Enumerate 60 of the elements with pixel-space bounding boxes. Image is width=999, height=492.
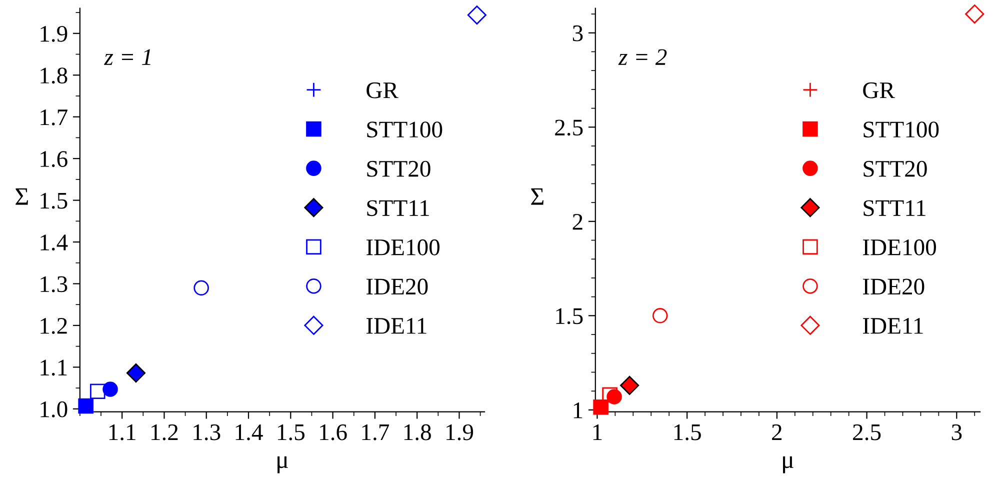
legend-label: STT100	[367, 122, 442, 138]
legend-label: IDE20	[366, 278, 428, 295]
y-tick-label: 2.5	[555, 120, 583, 136]
x-tick-label: 1	[593, 424, 602, 440]
y-tick-label: 1	[574, 402, 582, 418]
x-tick-label: 1.9	[446, 424, 474, 440]
y-tick-label: 1.5	[40, 192, 68, 209]
legend-label: STT20	[864, 160, 927, 177]
x-tick-label: 1.1	[109, 424, 136, 440]
x-tick-label: 1.3	[194, 424, 220, 440]
legend-label: STT20	[367, 160, 430, 177]
x-tick-label: 1.7	[362, 424, 390, 440]
y-tick-label: 1.1	[40, 360, 67, 376]
point	[102, 382, 118, 397]
legend-label: STT11	[864, 200, 926, 216]
legend-label: IDE100	[863, 239, 936, 256]
y-tick-label: 1.8	[40, 68, 68, 84]
legend-label: GR	[863, 82, 895, 98]
y-tick-label: 1.0	[40, 401, 68, 418]
point	[620, 376, 640, 395]
y-tick-label: 1.6	[40, 151, 68, 168]
point	[194, 280, 209, 296]
annotation: z = 2	[618, 49, 667, 65]
legend-label: IDE11	[366, 318, 426, 334]
legend-label: IDE100	[366, 239, 440, 256]
x-tick-label: 1.6	[320, 424, 347, 440]
legend-label: GR	[366, 82, 398, 98]
y-tick-label: 2	[572, 214, 582, 230]
y-axis-title: Σ	[16, 188, 28, 205]
legend-label: STT100	[864, 122, 939, 138]
y-tick-label: 3	[572, 25, 583, 42]
point	[602, 387, 618, 402]
x-tick-label: 1.4	[236, 424, 263, 440]
y-tick-label: 1.5	[556, 308, 583, 324]
annotation: z = 1	[104, 49, 150, 65]
point	[467, 6, 486, 25]
x-tick-label: 1.2	[152, 424, 178, 440]
legend-label: IDE20	[863, 278, 924, 295]
point	[78, 398, 94, 414]
x-axis-title: μ	[278, 456, 288, 474]
legend-label: STT11	[367, 200, 429, 216]
point	[593, 399, 608, 415]
y-tick-label: 1.3	[40, 276, 68, 292]
y-axis-title: Σ	[531, 188, 544, 205]
x-tick-label: 2.5	[853, 424, 881, 440]
x-tick-label: 1.8	[404, 424, 431, 440]
y-tick-label: 1.2	[40, 318, 67, 334]
x-tick-label: 2	[772, 424, 782, 440]
legend-label: IDE11	[863, 318, 923, 334]
x-tick-label: 1.5	[674, 424, 701, 440]
y-tick-label: 1.4	[40, 234, 68, 251]
x-tick-label: 3	[952, 424, 962, 440]
point	[965, 4, 984, 24]
point	[90, 384, 106, 399]
x-axis-title: μ	[783, 456, 794, 474]
point	[652, 308, 668, 324]
y-tick-label: 1.7	[40, 109, 68, 126]
y-tick-label: 1.9	[40, 26, 68, 42]
x-tick-label: 1.5	[278, 424, 304, 440]
point	[126, 363, 146, 383]
